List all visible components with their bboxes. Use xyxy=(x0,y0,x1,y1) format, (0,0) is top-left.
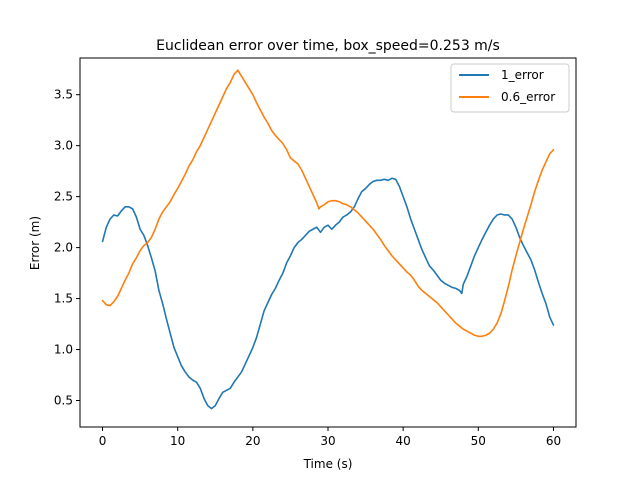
x-axis: 0 10 20 30 40 50 60 xyxy=(99,427,561,448)
y-tick-label: 2.5 xyxy=(54,190,73,204)
plot-area xyxy=(101,69,555,410)
y-tick-label: 1.0 xyxy=(54,343,73,357)
x-tick-label: 30 xyxy=(320,434,335,448)
chart-title: Euclidean error over time, box_speed=0.2… xyxy=(156,38,500,54)
legend: 1_error 0.6_error xyxy=(450,63,570,113)
x-tick-label: 60 xyxy=(546,434,561,448)
series-layer xyxy=(101,69,555,410)
y-axis: 0.5 1.0 1.5 2.0 2.5 3.0 3.5 xyxy=(54,88,80,407)
x-tick-label: 40 xyxy=(396,434,411,448)
x-tick-label: 50 xyxy=(471,434,486,448)
y-tick-label: 3.0 xyxy=(54,139,73,153)
y-tick-label: 0.5 xyxy=(54,393,73,407)
x-tick-label: 20 xyxy=(245,434,260,448)
x-tick-label: 0 xyxy=(99,434,107,448)
y-tick-label: 3.5 xyxy=(54,88,73,102)
x-tick-label: 10 xyxy=(170,434,185,448)
legend-label-1-error: 1_error xyxy=(501,68,544,82)
series-line-0 xyxy=(101,177,555,410)
y-tick-label: 1.5 xyxy=(54,292,73,306)
y-tick-label: 2.0 xyxy=(54,241,73,255)
legend-label-0-6-error: 0.6_error xyxy=(501,90,555,104)
x-axis-label: Time (s) xyxy=(303,457,353,471)
series-line-1 xyxy=(101,69,555,338)
y-axis-label: Error (m) xyxy=(28,216,42,270)
